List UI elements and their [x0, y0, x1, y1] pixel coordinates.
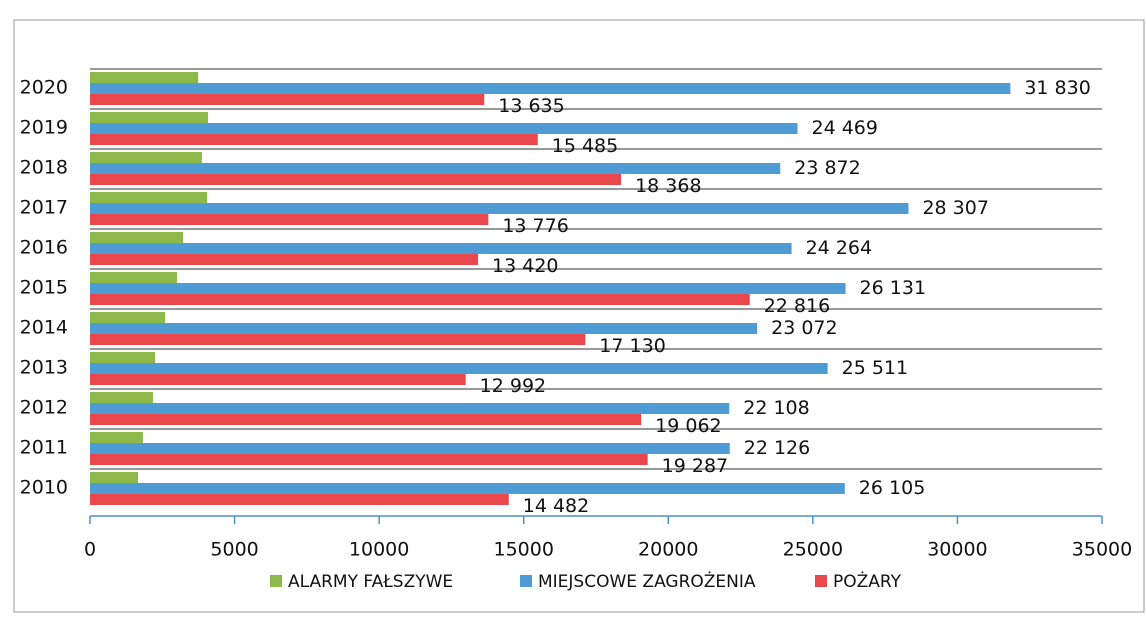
bar	[90, 432, 143, 443]
y-tick-label: 2020	[20, 77, 68, 99]
bar	[90, 472, 138, 483]
y-tick-label: 2017	[20, 197, 68, 219]
bar	[90, 494, 509, 505]
bar	[90, 203, 909, 214]
bar	[90, 283, 846, 294]
y-tick-label: 2015	[20, 277, 68, 299]
bar	[90, 294, 750, 305]
bar	[90, 363, 828, 374]
bar	[90, 392, 154, 403]
x-tick-label: 10000	[349, 539, 409, 561]
data-label: 19 062	[655, 415, 721, 437]
legend-swatch	[520, 575, 532, 587]
bar	[90, 243, 792, 254]
bar	[90, 192, 208, 203]
data-label: 23 072	[771, 317, 837, 339]
bar	[90, 112, 208, 123]
data-label: 13 776	[502, 215, 568, 237]
bar	[90, 334, 586, 345]
data-label: 18 368	[635, 175, 701, 197]
legend-label: POŻARY	[833, 571, 902, 592]
x-tick-label: 20000	[638, 539, 698, 561]
bar	[90, 414, 642, 425]
data-label: 31 830	[1024, 77, 1090, 99]
data-label: 13 420	[492, 255, 558, 277]
bar	[90, 83, 1011, 94]
y-tick-label: 2010	[20, 477, 68, 499]
y-tick-label: 2019	[20, 117, 68, 139]
bar	[90, 454, 648, 465]
x-tick-label: 0	[84, 539, 96, 561]
y-tick-label: 2011	[20, 437, 68, 459]
bar	[90, 443, 730, 454]
y-tick-label: 2016	[20, 237, 68, 259]
data-label: 15 485	[552, 135, 618, 157]
legend-label: ALARMY FAŁSZYWE	[288, 572, 453, 592]
y-tick-label: 2013	[20, 357, 68, 379]
bar	[90, 214, 489, 225]
data-label: 26 131	[860, 277, 926, 299]
bar	[90, 134, 538, 145]
bar	[90, 254, 479, 265]
data-label: 17 130	[599, 335, 665, 357]
x-tick-label: 15000	[493, 539, 553, 561]
data-label: 22 816	[764, 295, 830, 317]
x-tick-label: 35000	[1072, 539, 1132, 561]
bar	[90, 272, 178, 283]
data-label: 23 872	[794, 157, 860, 179]
legend-swatch	[815, 575, 827, 587]
x-tick-label: 30000	[927, 539, 987, 561]
bar	[90, 72, 199, 83]
data-label: 28 307	[922, 197, 988, 219]
bar	[90, 152, 202, 163]
bar	[90, 312, 166, 323]
data-label: 19 287	[662, 455, 728, 477]
data-label: 14 482	[523, 495, 589, 517]
bar	[90, 323, 758, 334]
bar	[90, 163, 781, 174]
data-label: 12 992	[480, 375, 546, 397]
data-label: 22 126	[744, 437, 810, 459]
bar	[90, 174, 622, 185]
data-label: 25 511	[842, 357, 908, 379]
bar	[90, 232, 184, 243]
data-label: 24 264	[806, 237, 872, 259]
x-tick-label: 5000	[210, 539, 258, 561]
y-tick-label: 2012	[20, 397, 68, 419]
legend-label: MIEJSCOWE ZAGROŻENIA	[538, 571, 756, 592]
data-label: 24 469	[812, 117, 878, 139]
legend-swatch	[270, 575, 282, 587]
data-label: 22 108	[743, 397, 809, 419]
bar	[90, 403, 730, 414]
data-label: 13 635	[498, 95, 564, 117]
bar	[90, 123, 798, 134]
data-label: 26 105	[859, 477, 925, 499]
bar	[90, 483, 845, 494]
bar	[90, 374, 466, 385]
x-tick-label: 25000	[783, 539, 843, 561]
y-tick-label: 2018	[20, 157, 68, 179]
bar	[90, 94, 485, 105]
y-tick-label: 2014	[20, 317, 68, 339]
bar	[90, 352, 156, 363]
